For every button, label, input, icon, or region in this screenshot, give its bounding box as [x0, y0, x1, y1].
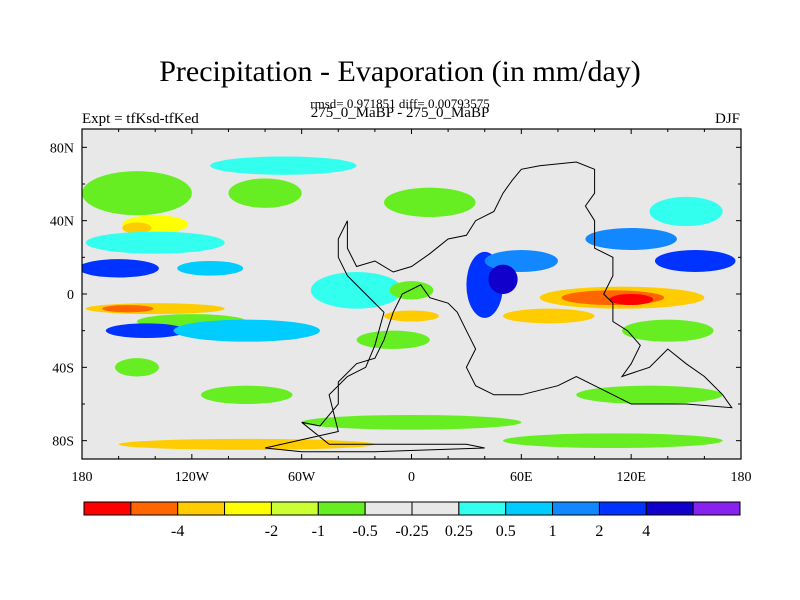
- case-label: 275_0_MaBP - 275_0_MaBP: [310, 105, 490, 121]
- colorbar-box-13: [692, 501, 741, 516]
- x-tick-label-6: 180: [731, 470, 752, 485]
- colorbar-box-11: [598, 501, 647, 516]
- contour-region-15: [389, 281, 434, 300]
- contour-region-16: [384, 310, 439, 322]
- contour-region-8: [102, 305, 154, 313]
- contour-region-12: [114, 358, 159, 377]
- contour-region-34: [210, 156, 357, 175]
- colorbar-box-1: [130, 501, 179, 516]
- colorbar-box-12: [645, 501, 694, 516]
- chart-title: Precipitation - Evaporation (in mm/day): [159, 55, 641, 88]
- contour-region-32: [503, 433, 723, 448]
- y-tick-label-0: 80N: [50, 141, 74, 156]
- contour-region-5: [82, 259, 159, 278]
- contour-region-11: [173, 319, 320, 342]
- contour-region-20: [488, 264, 518, 295]
- colorbar-label-8: 2: [595, 523, 603, 540]
- contour-region-28: [649, 196, 723, 227]
- y-tick-label-3: 40S: [52, 361, 74, 376]
- contour-region-3: [122, 222, 152, 234]
- x-tick-label-1: 120W: [175, 470, 210, 485]
- colorbar-label-2: -1: [312, 523, 325, 540]
- contour-region-33: [384, 187, 476, 217]
- colorbar-box-5: [317, 501, 366, 516]
- colorbar-label-6: 0.5: [496, 523, 516, 540]
- contour-region-10: [105, 323, 187, 338]
- contour-region-0: [82, 171, 192, 216]
- contour-region-26: [654, 250, 736, 272]
- colorbar-box-8: [458, 501, 507, 516]
- contour-region-24: [609, 294, 654, 305]
- map-axes: 180 120W 60W 0 60E 120E 180 80N 40N 0 40S 80S: [50, 128, 752, 485]
- contour-region-17: [356, 330, 430, 350]
- x-tick-label-3: 0: [408, 470, 415, 485]
- experiment-label: Expt = tfKsd-tfKed: [82, 111, 199, 127]
- x-tick-label-4: 60E: [510, 470, 533, 485]
- contour-region-29: [576, 385, 723, 405]
- x-tick-label-5: 120E: [616, 470, 646, 485]
- stats-text: rmsd= 0.971851 diff= 0.00793575: [310, 96, 490, 111]
- y-tick-label-4: 80S: [52, 435, 74, 450]
- y-tick-label-2: 0: [67, 288, 74, 303]
- contour-region-6: [177, 261, 244, 276]
- colorbar-box-6: [364, 501, 413, 516]
- season-label: DJF: [714, 111, 740, 127]
- colorbar-label-4: -0.25: [395, 523, 428, 540]
- contour-region-21: [503, 308, 595, 324]
- contour-region-14: [310, 272, 403, 309]
- contour-region-1: [228, 178, 302, 208]
- colorbar-box-7: [411, 501, 460, 516]
- contour-region-25: [622, 319, 714, 342]
- coastline-0: [264, 161, 733, 453]
- contour-region-30: [301, 415, 522, 430]
- map-plot-area: [82, 129, 741, 459]
- contour-region-27: [585, 228, 677, 250]
- colorbar-label-1: -2: [265, 523, 278, 540]
- colorbar-box-3: [224, 501, 272, 516]
- colorbar-box-10: [552, 501, 600, 516]
- contour-region-4: [85, 231, 225, 254]
- x-tick-label-2: 60W: [288, 470, 316, 485]
- colorbar-label-9: 4: [642, 523, 650, 540]
- contour-region-13: [200, 385, 293, 405]
- colorbar-label-7: 1: [549, 523, 557, 540]
- colorbar: -4 -2 -1 -0.5 -0.25 0.25 0.5 1 2 4: [83, 501, 741, 540]
- x-tick-label-0: 180: [72, 470, 93, 485]
- colorbar-box-9: [505, 501, 554, 516]
- y-tick-label-1: 40N: [50, 215, 74, 230]
- colorbar-label-5: 0.25: [445, 523, 473, 540]
- colorbar-box-4: [270, 501, 319, 516]
- colorbar-box-0: [83, 501, 132, 516]
- colorbar-box-2: [177, 501, 226, 516]
- colorbar-label-3: -0.5: [352, 523, 377, 540]
- contour-region-31: [118, 438, 375, 450]
- colorbar-label-0: -4: [171, 523, 184, 540]
